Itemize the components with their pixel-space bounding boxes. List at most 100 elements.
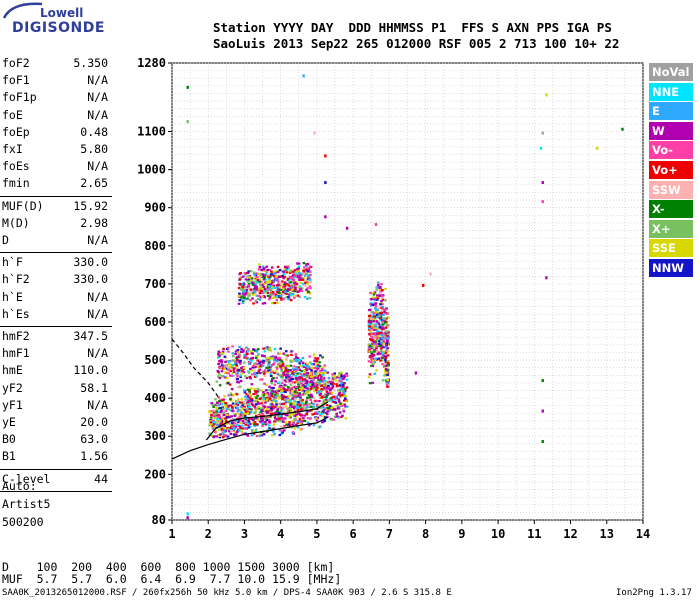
echo-pixel (248, 388, 251, 392)
echo-pixel (281, 274, 285, 277)
echo-pixel (285, 389, 289, 392)
echo-pixel (213, 416, 217, 419)
echo-pixel (306, 372, 310, 375)
echo-pixel (344, 397, 347, 400)
echo-pixel (372, 342, 376, 346)
echo-pixel (279, 288, 283, 291)
echo-pixel (296, 372, 299, 375)
echo-pixel (269, 357, 273, 360)
echo-pixel (322, 386, 326, 389)
echo-pixel (220, 374, 224, 378)
echo-pixel (294, 272, 297, 276)
echo-pixel (237, 294, 241, 297)
echo-pixel (275, 410, 279, 413)
echo-pixel (372, 359, 375, 362)
echo-pixel (270, 386, 273, 390)
echo-pixel (246, 403, 250, 406)
echo-pixel (375, 345, 379, 348)
echo-pixel (266, 268, 269, 272)
echo-pixel (264, 281, 267, 284)
echo-pixel (308, 402, 311, 405)
echo-pixel (244, 273, 247, 276)
echo-pixel (265, 407, 269, 410)
echo-pixel-sparse (324, 181, 327, 185)
echo-pixel (254, 407, 257, 410)
echo-pixel (385, 371, 388, 374)
echo-pixel (253, 292, 257, 295)
echo-pixel (325, 380, 328, 384)
x-tick-label: 9 (458, 527, 465, 541)
echo-pixel (263, 369, 267, 372)
echo-pixel (261, 295, 264, 298)
echo-pixel (215, 421, 219, 424)
echo-pixel (308, 417, 312, 420)
echo-pixel (316, 399, 319, 403)
echo-pixel (318, 373, 322, 376)
echo-pixel (243, 415, 247, 418)
echo-pixel (273, 358, 276, 361)
echo-pixel (268, 421, 271, 425)
param-yf1: yF1 N/A (2, 398, 108, 412)
echo-pixel (273, 371, 276, 375)
echo-pixel (229, 398, 232, 401)
echo-pixel-sparse (186, 120, 189, 124)
echo-pixel (312, 403, 315, 406)
echo-pixel (314, 417, 318, 420)
echo-pixel (375, 350, 378, 353)
echo-pixel (267, 298, 271, 301)
echo-pixel (345, 386, 349, 389)
echo-pixel (308, 383, 312, 386)
echo-pixel (254, 299, 258, 302)
echo-pixel (261, 354, 264, 357)
echo-pixel (306, 410, 310, 413)
echo-pixel (257, 418, 260, 421)
echo-pixel (213, 420, 217, 424)
echo-pixel (265, 396, 269, 400)
echo-pixel (226, 416, 229, 419)
echo-pixel (295, 390, 298, 393)
y-tick-label: 600 (144, 315, 166, 329)
echo-pixel (256, 281, 259, 284)
param-value: 63.0 (80, 432, 108, 447)
echo-pixel (319, 414, 322, 417)
echo-pixel (384, 350, 387, 353)
echo-pixel (218, 400, 221, 403)
echo-pixel (254, 365, 258, 368)
echo-pixel (260, 269, 264, 272)
echo-pixel (339, 371, 343, 374)
echo-pixel (220, 364, 224, 367)
echo-pixel (267, 356, 270, 360)
echo-pixel (279, 385, 283, 388)
echo-pixel (256, 279, 260, 282)
echo-pixel (372, 345, 376, 348)
echo-pixel (306, 297, 309, 300)
echo-pixel (254, 277, 258, 280)
echo-pixel (253, 362, 256, 365)
echo-pixel (249, 288, 253, 291)
echo-pixel (238, 361, 242, 364)
echo-pixel (331, 377, 335, 380)
echo-pixel (369, 343, 372, 346)
echo-pixel (219, 419, 222, 422)
echo-pixel (324, 407, 327, 410)
echo-pixel (313, 390, 316, 393)
echo-pixel (240, 411, 243, 414)
echo-pixel (210, 434, 214, 437)
echo-pixel (259, 360, 263, 363)
echo-pixel (227, 369, 230, 372)
echo-pixel (277, 363, 280, 366)
echo-pixel (320, 384, 324, 387)
echo-pixel (266, 294, 270, 297)
echo-pixel (271, 392, 274, 396)
echo-pixel (273, 417, 277, 420)
echo-pixel (326, 406, 330, 410)
echo-pixel (312, 424, 316, 427)
echo-pixel (256, 372, 259, 375)
echo-pixel (316, 391, 320, 395)
echo-pixel (379, 332, 383, 335)
echo-pixel-sparse (313, 131, 316, 135)
echo-pixel (272, 275, 276, 278)
echo-pixel (237, 416, 240, 419)
echo-pixel (311, 370, 315, 373)
echo-pixel (378, 292, 382, 295)
